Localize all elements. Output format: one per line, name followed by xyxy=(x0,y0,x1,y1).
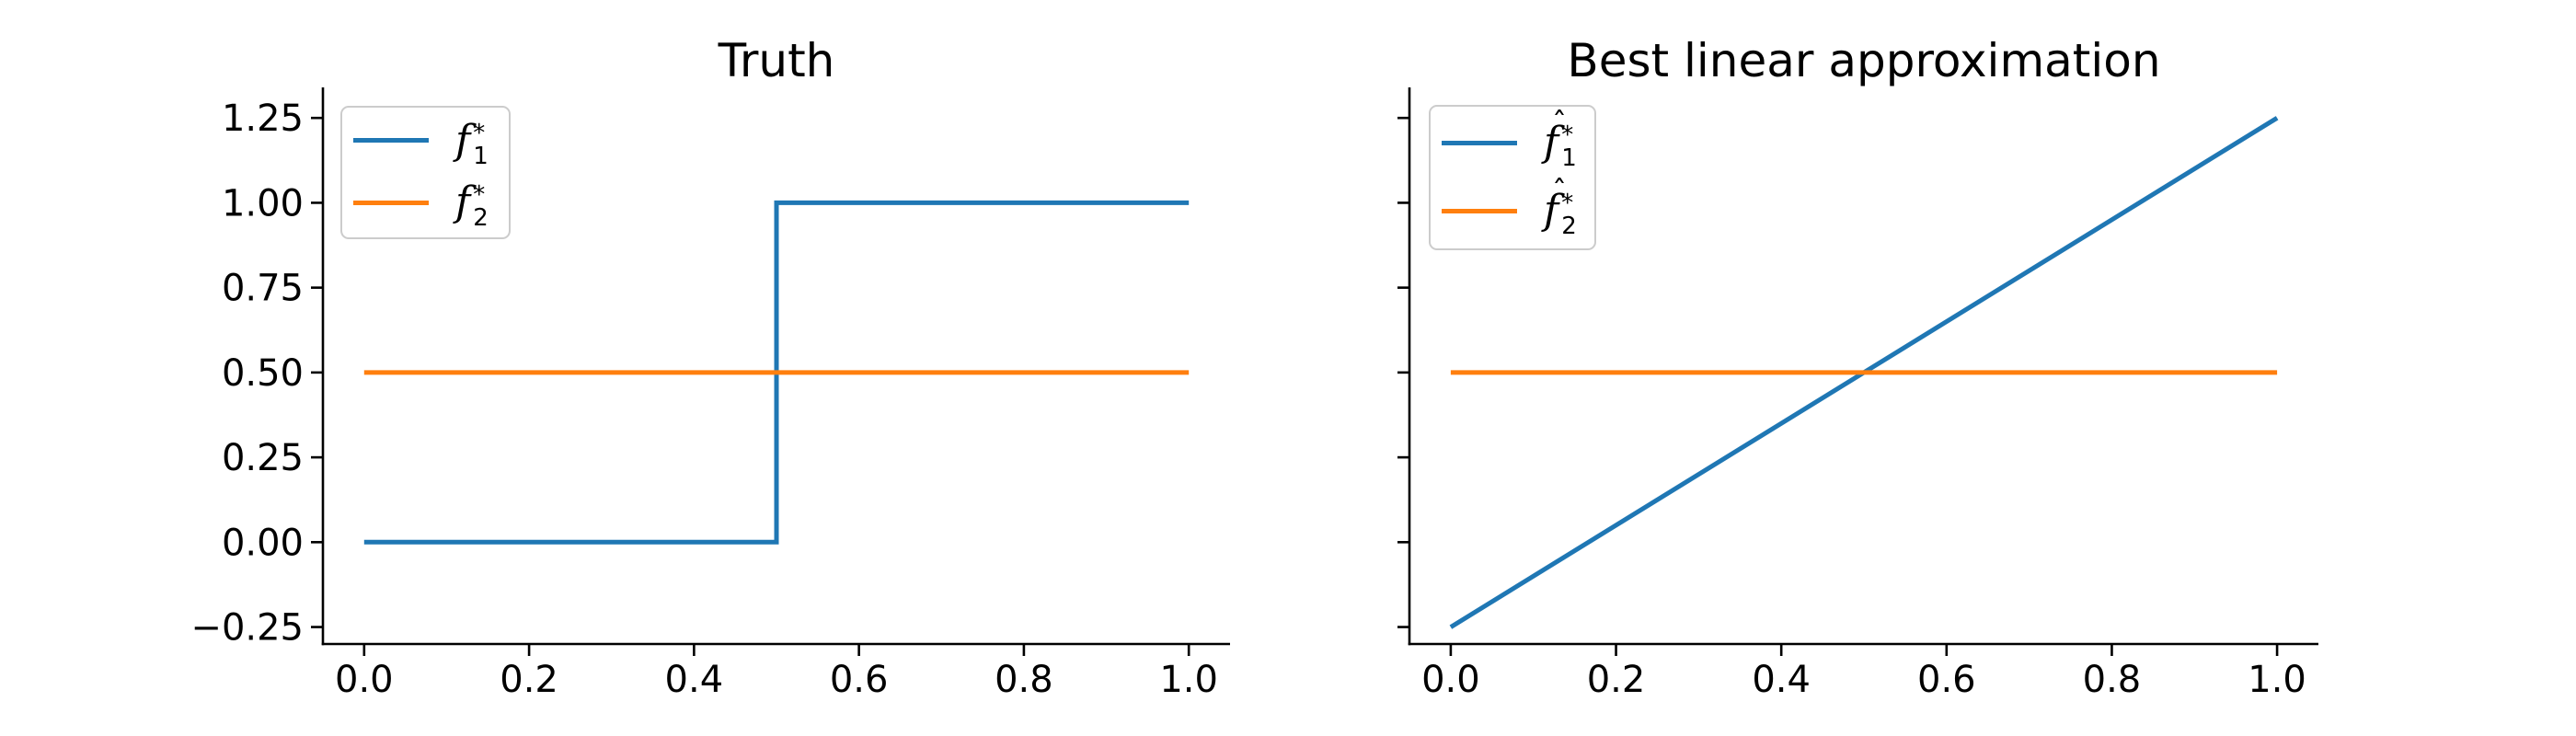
legend-label-superscript: * xyxy=(473,181,486,210)
legend-entry-f2: f * 2 xyxy=(353,177,500,231)
x-tick-label: 1.0 xyxy=(1159,659,1218,701)
x-tick-label: 0.2 xyxy=(1587,659,1646,701)
left-legend: f * 1 f * 2 xyxy=(340,106,511,239)
legend-label-base: f xyxy=(1544,119,1559,166)
legend-label-subscript: 1 xyxy=(473,142,489,170)
legend-label-base: f xyxy=(1544,187,1559,234)
legend-label-f1: f * 1 xyxy=(455,116,489,168)
legend-label-f2: f * 2 xyxy=(455,178,489,231)
legend-label-fhat1: ˆ f * 1 xyxy=(1544,109,1577,170)
legend-label-subscript: 2 xyxy=(473,204,489,233)
y-tick-label: 1.00 xyxy=(222,182,304,224)
legend-label-base: f xyxy=(455,116,471,164)
y-tick-label: 0.75 xyxy=(222,268,304,310)
y-tick-label: 0.00 xyxy=(222,522,304,564)
legend-label-fhat2: ˆ f * 2 xyxy=(1544,177,1577,238)
y-tick-label: −0.25 xyxy=(190,607,304,650)
legend-entry-fhat1: ˆ f * 1 xyxy=(1442,109,1585,170)
right-legend: ˆ f * 1 ˆ f * 2 xyxy=(1429,105,1596,250)
legend-line-sample-orange xyxy=(1442,208,1517,213)
legend-label-superscript: * xyxy=(1561,190,1574,217)
legend-label-subscript: 1 xyxy=(1561,144,1577,172)
legend-label-base: f xyxy=(455,178,471,226)
right-plot-title: Best linear approximation xyxy=(1567,34,2161,87)
x-tick-label: 0.6 xyxy=(1917,659,1976,701)
legend-line-sample-orange xyxy=(353,200,429,205)
y-tick-label: 1.25 xyxy=(222,98,304,140)
legend-line-sample-blue xyxy=(353,138,429,144)
x-tick-label: 0.4 xyxy=(665,659,724,701)
hat-accent: ˆ xyxy=(1552,106,1567,141)
x-tick-label: 0.0 xyxy=(1421,659,1480,701)
x-tick-label: 0.0 xyxy=(335,659,394,701)
axes-right: 0.0 0.2 0.4 0.6 0.8 1.0 xyxy=(1397,87,2318,701)
x-tick-label: 0.8 xyxy=(995,659,1053,701)
axes-left: 0.0 0.2 0.4 0.6 0.8 1.0 −0.25 0.00 0.25 0.50 0.75 1… xyxy=(190,87,1230,701)
x-tick-label: 0.4 xyxy=(1752,659,1811,701)
legend-entry-fhat2: ˆ f * 2 xyxy=(1442,177,1585,238)
y-tick-label: 0.50 xyxy=(222,352,304,395)
x-tick-label: 0.6 xyxy=(830,659,889,701)
left-plot-title: Truth xyxy=(718,34,835,87)
x-tick-label: 1.0 xyxy=(2248,659,2306,701)
legend-label-subscript: 2 xyxy=(1561,213,1577,240)
x-tick-label: 0.8 xyxy=(2083,659,2142,701)
y-tick-label: 0.25 xyxy=(222,437,304,479)
legend-entry-f1: f * 1 xyxy=(353,115,500,168)
legend-label-superscript: * xyxy=(473,119,486,147)
legend-label-superscript: * xyxy=(1561,121,1574,149)
x-tick-label: 0.2 xyxy=(500,659,558,701)
legend-line-sample-blue xyxy=(1442,140,1517,145)
hat-accent: ˆ xyxy=(1552,174,1567,209)
